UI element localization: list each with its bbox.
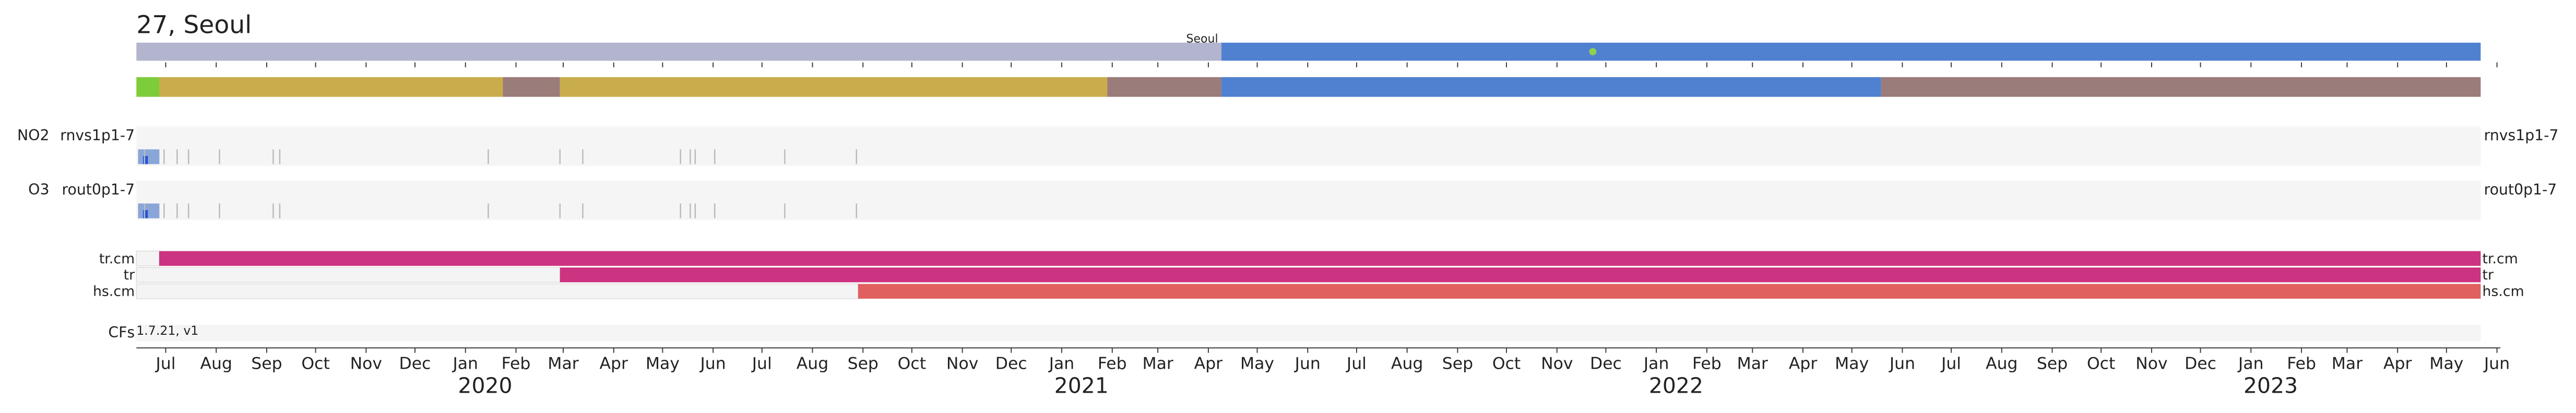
status-bar	[138, 149, 160, 164]
x-tick-label: May	[1240, 355, 1274, 373]
x-tick-label: Sep	[2037, 355, 2068, 373]
x-tick-label: Jan	[1048, 355, 1075, 373]
x-tick-label: Dec	[399, 355, 431, 373]
x-tick-label: Nov	[946, 355, 978, 373]
year-label: 2022	[1649, 373, 1703, 398]
status-label-right: tr	[2483, 267, 2494, 283]
x-tick-label: Sep	[848, 355, 879, 373]
status-bar	[138, 203, 160, 218]
x-tick-label: Apr	[2383, 355, 2412, 373]
segment	[136, 250, 160, 266]
segment	[1881, 77, 2481, 97]
year-label: 2020	[458, 373, 512, 398]
segment	[1221, 77, 1881, 97]
x-tick-label: Sep	[251, 355, 282, 373]
x-tick-label: Jun	[1889, 355, 1915, 373]
segment	[858, 284, 2481, 299]
instrument-name-right: rnvs1p1-7	[2484, 127, 2559, 144]
segment	[136, 77, 159, 97]
x-tick-label: Aug	[200, 355, 232, 373]
x-tick-label: Aug	[1391, 355, 1423, 373]
x-tick-label: Jan	[1643, 355, 1669, 373]
instrument-name: rout0p1-7	[62, 181, 135, 198]
x-tick-label: Dec	[995, 355, 1027, 373]
x-tick-label: Feb	[1098, 355, 1127, 373]
x-tick-label: Jan	[2237, 355, 2264, 373]
instrument-row	[136, 180, 2481, 220]
x-tick-label: Jan	[452, 355, 478, 373]
instrument-name: rnvs1p1-7	[60, 127, 135, 144]
status-label: tr.cm	[99, 251, 135, 267]
segment	[136, 267, 561, 283]
x-tick-label: Jun	[1294, 355, 1321, 373]
x-tick-label: Apr	[600, 355, 628, 373]
x-tick-label: Oct	[301, 355, 329, 373]
x-tick-label: Sep	[1442, 355, 1473, 373]
x-tick-label: Apr	[1194, 355, 1223, 373]
instrument-row	[136, 126, 2481, 166]
cfs-annotation: 1.7.21, v1	[136, 323, 198, 338]
x-tick-label: Jul	[1346, 355, 1367, 373]
segment-label: Seoul	[1186, 33, 1218, 46]
x-tick-label: Oct	[2087, 355, 2115, 373]
segment	[560, 267, 2481, 283]
year-label: 2023	[2243, 373, 2298, 398]
segment	[136, 42, 1221, 61]
segment	[159, 77, 503, 97]
segment	[159, 251, 2481, 266]
x-tick-label: Aug	[1986, 355, 2017, 373]
x-tick-label: Jun	[699, 355, 726, 373]
x-tick-label: Aug	[797, 355, 828, 373]
x-tick-label: Mar	[1142, 355, 1173, 373]
x-tick-label: May	[2429, 355, 2463, 373]
x-tick-label: Jul	[1940, 355, 1961, 373]
segment	[1107, 77, 1221, 97]
x-tick-label: May	[646, 355, 680, 373]
segment	[503, 77, 560, 97]
x-tick-label: Feb	[1692, 355, 1722, 373]
cfs-row	[136, 325, 2481, 342]
x-tick-label: Feb	[502, 355, 531, 373]
x-tick-label: Jul	[155, 355, 175, 373]
status-bar	[143, 210, 148, 218]
x-tick-label: Mar	[2332, 355, 2363, 373]
status-bar	[143, 155, 148, 164]
x-tick-label: Nov	[2135, 355, 2167, 373]
x-tick-label: Nov	[1541, 355, 1573, 373]
x-tick-label: Feb	[2287, 355, 2316, 373]
status-label: hs.cm	[93, 284, 135, 300]
status-label-right: tr.cm	[2483, 251, 2518, 267]
chart-title: 27, Seoul	[136, 10, 252, 39]
instrument-species: O3	[28, 181, 49, 198]
instrument-name-right: rout0p1-7	[2484, 181, 2557, 198]
x-tick-label: Apr	[1789, 355, 1818, 373]
x-tick-label: Dec	[1590, 355, 1622, 373]
x-tick-label: Oct	[1492, 355, 1521, 373]
x-tick-label: Mar	[1737, 355, 1768, 373]
status-label: tr	[124, 267, 135, 283]
status-label-right: hs.cm	[2483, 284, 2524, 300]
marker	[1589, 48, 1597, 56]
cfs-label: CFs	[108, 324, 135, 341]
x-tick-label: Nov	[350, 355, 382, 373]
segment	[560, 77, 1108, 97]
instrument-species: NO2	[17, 127, 49, 144]
x-tick-label: May	[1835, 355, 1869, 373]
segment	[1221, 42, 2481, 61]
segment	[136, 283, 859, 299]
x-tick-label: Mar	[548, 355, 578, 373]
year-label: 2021	[1054, 373, 1109, 398]
x-tick-label: Jun	[2483, 355, 2510, 373]
x-tick-label: Dec	[2185, 355, 2216, 373]
x-tick-label: Jul	[751, 355, 772, 373]
x-tick-label: Oct	[898, 355, 926, 373]
